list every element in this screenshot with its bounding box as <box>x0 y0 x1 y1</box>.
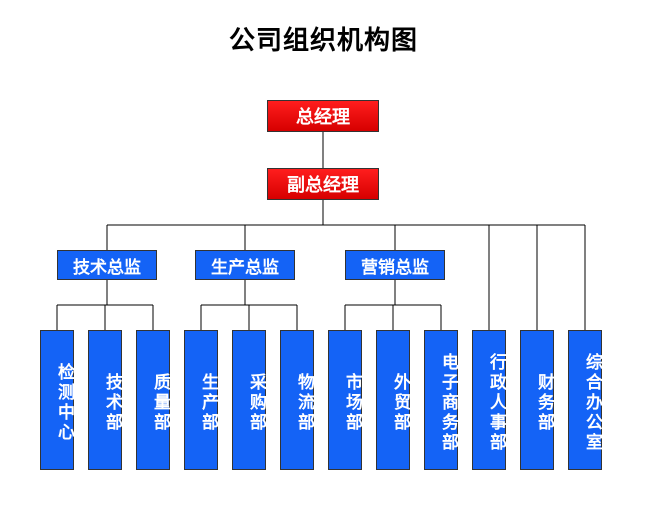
node-director-tech: 技术总监 <box>57 250 157 280</box>
node-dept-6: 市场部 <box>328 330 362 470</box>
node-dept-10: 财务部 <box>520 330 554 470</box>
node-dept-9: 行政人事部 <box>472 330 506 470</box>
node-dept-2: 质量部 <box>136 330 170 470</box>
node-deputy-general-manager: 副总经理 <box>267 168 379 200</box>
node-dept-4: 采购部 <box>232 330 266 470</box>
node-dept-8: 电子商务部 <box>424 330 458 470</box>
node-dept-1: 技术部 <box>88 330 122 470</box>
node-general-manager: 总经理 <box>267 100 379 132</box>
node-dept-11: 综合办公室 <box>568 330 602 470</box>
node-dept-0: 检测中心 <box>40 330 74 470</box>
node-director-prod: 生产总监 <box>195 250 295 280</box>
node-director-sales: 营销总监 <box>345 250 445 280</box>
node-dept-5: 物流部 <box>280 330 314 470</box>
node-dept-7: 外贸部 <box>376 330 410 470</box>
node-dept-3: 生产部 <box>184 330 218 470</box>
